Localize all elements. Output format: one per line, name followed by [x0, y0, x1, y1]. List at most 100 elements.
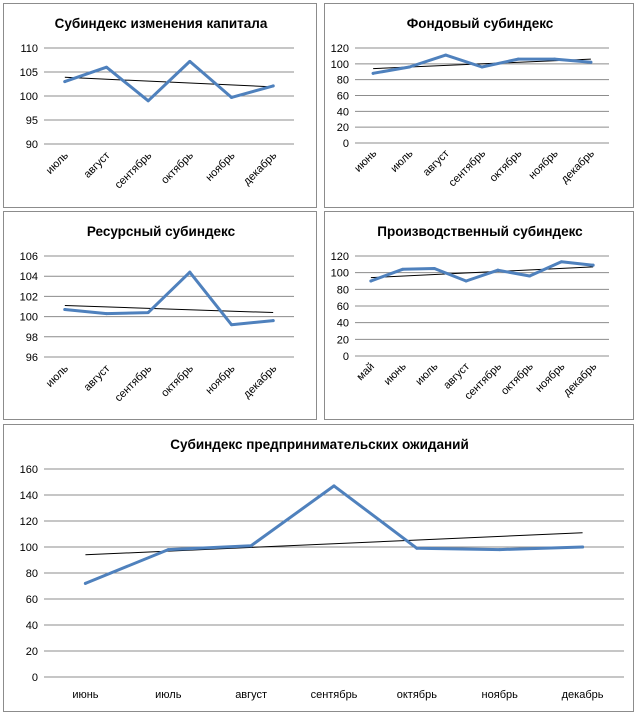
x-tick-label: ноябрь — [203, 362, 237, 396]
x-tick-label: июль — [44, 362, 71, 389]
data-point — [230, 323, 233, 327]
data-point — [444, 53, 448, 57]
x-tick-label: октябрь — [159, 149, 196, 186]
x-tick-label: сентябрь — [447, 147, 489, 189]
data-point — [188, 59, 192, 63]
y-tick-label: 100 — [20, 91, 38, 103]
x-tick-label: август — [421, 148, 452, 179]
y-tick-label: 40 — [337, 318, 349, 330]
x-tick-label: сентябрь — [113, 149, 155, 191]
y-tick-label: 95 — [26, 115, 38, 127]
x-tick-label: май — [354, 361, 377, 384]
data-point — [63, 80, 67, 84]
y-tick-label: 90 — [26, 139, 38, 151]
x-tick-label: октябрь — [487, 147, 524, 184]
series-line — [63, 270, 275, 327]
x-tick-label: ноябрь — [482, 689, 519, 701]
y-tick-label: 160 — [20, 464, 38, 476]
data-point — [146, 311, 150, 315]
x-tick-label: декабрь — [562, 689, 604, 701]
y-tick-label: 120 — [20, 516, 38, 528]
data-point — [146, 99, 150, 103]
x-tick-label: июнь — [352, 147, 379, 174]
x-tick-label: август — [441, 361, 472, 392]
data-point — [401, 267, 405, 271]
y-tick-label: 100 — [331, 59, 349, 71]
data-point — [249, 544, 253, 548]
x-tick-label: декабрь — [241, 149, 279, 187]
y-tick-label: 104 — [20, 271, 38, 283]
chart-expectations: Субиндекс предпринимательских ожиданий 0 2… — [20, 437, 624, 701]
data-point — [559, 260, 563, 264]
x-tick-label: август — [82, 150, 113, 181]
y-tick-label: 102 — [20, 291, 38, 303]
data-point — [464, 279, 468, 283]
y-tick-label: 0 — [343, 351, 349, 363]
x-tick-label: июль — [388, 147, 415, 174]
x-tick-label: декабрь — [561, 360, 599, 398]
y-tick-label: 20 — [337, 122, 349, 134]
x-tick-label: октябрь — [159, 362, 196, 399]
y-tick-label: 80 — [26, 568, 38, 580]
chart-title: Производственный субиндекс — [377, 224, 583, 239]
data-point — [83, 581, 87, 585]
x-tick-label: октябрь — [499, 360, 536, 397]
y-tick-label: 100 — [20, 542, 38, 554]
data-point — [407, 65, 411, 69]
x-tick-label: ноябрь — [527, 147, 561, 181]
x-tick-label: август — [82, 363, 113, 394]
data-point — [591, 263, 595, 267]
x-tick-label: август — [235, 689, 267, 701]
chart-panel-expectations: Субиндекс предпринимательских ожиданий 0 2… — [3, 424, 634, 712]
x-tick-label: июль — [44, 149, 71, 176]
chart-stock: Фондовый субиндекс 0 20 40 60 80 100 120 июнь июл… — [331, 16, 609, 189]
x-tick-label: июнь — [72, 689, 98, 701]
y-tick-label: 0 — [343, 138, 349, 150]
series-line — [63, 59, 275, 103]
chart-capital-change: Субиндекс изменения капитала 90 95 100 105 11… — [20, 16, 294, 191]
data-point — [105, 312, 108, 316]
data-point — [271, 84, 275, 88]
data-point — [371, 71, 375, 75]
chart-title: Субиндекс изменения капитала — [55, 16, 268, 31]
trend-line — [64, 304, 274, 314]
x-tick-label: сентябрь — [113, 362, 155, 404]
chart-panel-capital-change: Субиндекс изменения капитала 90 95 100 105 11… — [3, 3, 317, 208]
chart-title: Фондовый субиндекс — [407, 16, 554, 31]
y-tick-label: 96 — [26, 352, 38, 364]
chart-panel-resource: Ресурсный субиндекс 96 98 100 102 104 106 июль а… — [3, 211, 317, 420]
y-tick-label: 100 — [20, 312, 38, 324]
x-tick-label: декабрь — [559, 147, 597, 185]
data-point — [415, 546, 419, 550]
data-point — [105, 65, 108, 69]
data-point — [589, 60, 593, 64]
y-tick-label: 20 — [337, 334, 349, 346]
y-tick-label: 60 — [337, 91, 349, 103]
data-point — [516, 57, 520, 61]
data-point — [166, 548, 170, 552]
data-point — [498, 548, 502, 552]
data-point — [528, 274, 532, 278]
x-tick-label: ноябрь — [203, 149, 237, 183]
y-tick-label: 105 — [20, 67, 38, 79]
data-point — [496, 268, 500, 272]
series-line — [369, 260, 595, 283]
series-line — [83, 484, 585, 585]
x-tick-label: октябрь — [397, 689, 437, 701]
trend-line — [370, 266, 594, 279]
x-tick-label: сентябрь — [311, 689, 358, 701]
y-tick-label: 106 — [20, 251, 38, 263]
chart-title: Ресурсный субиндекс — [87, 224, 236, 239]
y-tick-label: 110 — [20, 43, 38, 55]
chart-resource: Ресурсный субиндекс 96 98 100 102 104 106 июль а… — [20, 224, 294, 404]
y-tick-label: 100 — [331, 268, 349, 280]
data-point — [553, 57, 557, 61]
y-tick-label: 40 — [26, 620, 38, 632]
x-tick-label: июль — [155, 689, 182, 701]
y-tick-label: 20 — [26, 646, 38, 658]
y-tick-label: 80 — [337, 284, 349, 296]
y-tick-label: 120 — [331, 251, 349, 263]
data-point — [332, 484, 336, 488]
data-point — [581, 545, 585, 549]
chart-panel-production: Производственный субиндекс 0 20 40 60 80 100 12… — [324, 211, 634, 420]
